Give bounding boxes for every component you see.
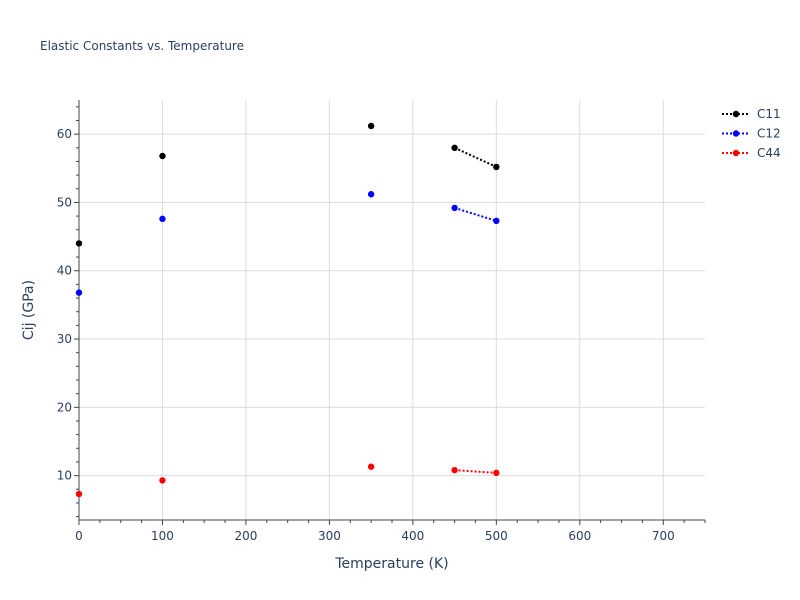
data-point-c11 — [75, 240, 83, 247]
data-point-c44 — [159, 477, 166, 484]
y-tick-label: 10 — [57, 469, 72, 483]
x-tick-label: 0 — [75, 529, 83, 543]
data-point-c11 — [159, 152, 166, 160]
x-axis-label: Temperature (K) — [334, 556, 448, 572]
y-tick-label: 20 — [57, 400, 72, 414]
data-point-c12 — [159, 215, 166, 223]
x-tick-label: 700 — [652, 529, 675, 543]
series-line-c12 — [454, 206, 497, 222]
x-tick-label: 100 — [151, 529, 174, 543]
axes: 0 100 200 300 400 500 600 700 10 20 30 40 50 60 — [57, 100, 706, 543]
y-tick-label: 60 — [57, 127, 72, 141]
x-tick-label: 500 — [485, 529, 508, 543]
y-tick-label: 40 — [57, 264, 72, 278]
y-axis-label: Cij (GPa) — [21, 280, 37, 340]
grid — [79, 100, 705, 520]
data-point-c12 — [451, 204, 458, 212]
legend-marker-c11 — [732, 110, 740, 118]
chart-title: Elastic Constants vs. Temperature — [40, 39, 244, 53]
legend-label-c44: C44 — [757, 146, 781, 160]
data-point-c11 — [451, 144, 458, 152]
data-point-c11 — [493, 163, 500, 171]
x-tick-label: 200 — [234, 529, 257, 543]
data-point-c12 — [493, 217, 500, 225]
legend-label-c11: C11 — [757, 107, 781, 121]
data-point-c12 — [75, 289, 83, 296]
series-line-c44 — [454, 469, 497, 474]
y-tick-label: 50 — [57, 195, 72, 209]
data-point-c44 — [367, 463, 375, 470]
legend-marker-c44 — [732, 149, 740, 157]
data-point-c12 — [367, 191, 375, 198]
x-tick-label: 300 — [318, 529, 341, 543]
data-point-c44 — [451, 466, 458, 474]
data-point-c44 — [75, 490, 83, 498]
x-tick-label: 400 — [401, 529, 424, 543]
data-point-c11 — [367, 122, 375, 130]
data-point-c44 — [493, 469, 500, 477]
x-tick-label: 600 — [568, 529, 591, 543]
series-layer — [75, 122, 500, 498]
legend-label-c12: C12 — [757, 127, 781, 141]
legend-marker-c12 — [732, 130, 740, 137]
y-tick-label: 30 — [57, 332, 72, 346]
legend: C11 C12 C44 — [722, 107, 781, 160]
